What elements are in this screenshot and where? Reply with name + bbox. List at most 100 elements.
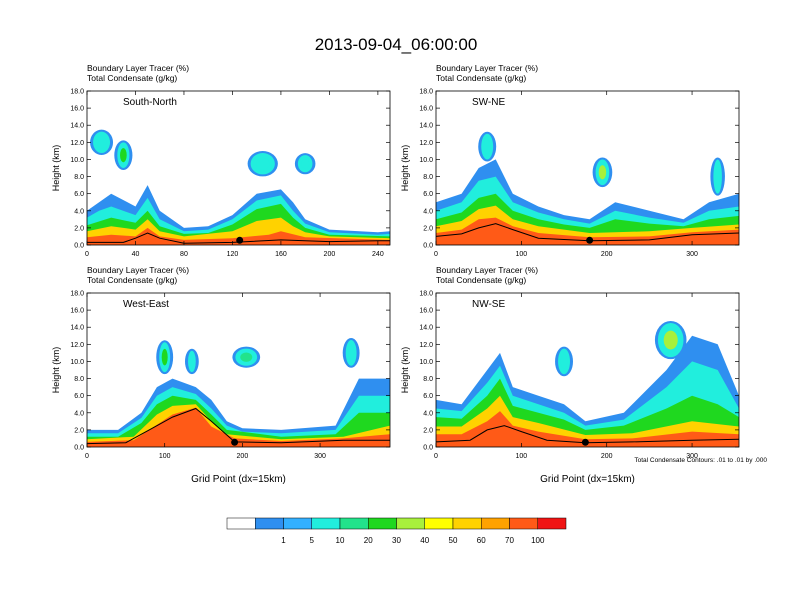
y-tick-label: 14.0 (70, 325, 84, 332)
y-tick-label: 4.0 (423, 410, 433, 417)
y-tick-label: 4.0 (423, 208, 433, 215)
x-tick-label: 100 (159, 453, 171, 460)
y-tick-label: 8.0 (423, 174, 433, 181)
y-tick-label: 10.0 (419, 157, 433, 164)
y-tick-label: 6.0 (423, 393, 433, 400)
colorbar-swatch (226, 517, 256, 530)
y-axis-title: Height (km) (51, 145, 61, 192)
cloud-core (715, 167, 721, 186)
colorbar-swatch (311, 517, 341, 530)
y-tick-label: 16.0 (419, 308, 433, 315)
figure-title: 2013-09-04_06:00:00 (315, 35, 478, 54)
cloud-core (348, 345, 355, 360)
panel-title-tracer: Boundary Layer Tracer (%) (87, 63, 189, 73)
x-tick-label: 300 (314, 453, 326, 460)
y-tick-label: 2.0 (423, 427, 433, 434)
cloud-core (189, 355, 195, 368)
y-tick-label: 16.0 (70, 106, 84, 113)
colorbar-swatch (537, 517, 567, 530)
y-tick-label: 18.0 (419, 89, 433, 96)
panel-west-east: Boundary Layer Tracer (%)Total Condensat… (51, 265, 391, 485)
colorbar-swatch (452, 517, 482, 530)
panel-label: SW-NE (472, 97, 505, 108)
colorbar: 1 5 10 20 30 40 50 60 70 100 (226, 517, 567, 545)
y-tick-label: 2.0 (423, 225, 433, 232)
y-tick-label: 8.0 (423, 376, 433, 383)
x-axis-title: Grid Point (dx=15km) (540, 474, 635, 485)
tracer-field (436, 91, 739, 245)
y-tick-label: 2.0 (74, 225, 84, 232)
colorbar-label: 10 (336, 536, 345, 545)
y-tick-label: 18.0 (70, 89, 84, 96)
y-tick-label: 0.0 (74, 243, 84, 250)
location-marker (231, 438, 239, 446)
panel-nw-se: Boundary Layer Tracer (%)Total Condensat… (400, 265, 740, 485)
x-tick-label: 0 (85, 251, 89, 258)
x-tick-label: 300 (686, 251, 698, 258)
terrain-line (87, 407, 390, 445)
x-tick-label: 0 (434, 453, 438, 460)
x-axis-title: Grid Point (dx=15km) (191, 474, 286, 485)
panel-title-tracer: Boundary Layer Tracer (%) (87, 265, 189, 275)
plot-frame (435, 90, 740, 246)
colorbar-swatch (339, 517, 369, 530)
panel-title-condensate: Total Condensate (g/kg) (436, 275, 526, 285)
x-tick-label: 80 (180, 251, 188, 258)
x-tick-label: 200 (601, 251, 613, 258)
y-tick-label: 14.0 (70, 123, 84, 130)
tracer-layer-100 (87, 407, 390, 447)
colorbar-swatch (368, 517, 397, 530)
y-tick-label: 0.0 (74, 445, 84, 452)
x-tick-label: 100 (516, 453, 528, 460)
plot-frame (86, 90, 391, 246)
tracer-layer-100 (436, 411, 739, 447)
cloud-core (560, 354, 568, 369)
colorbar-label: 5 (310, 536, 315, 545)
colorbar-swatch (481, 517, 510, 530)
plot-frame (86, 292, 391, 448)
y-tick-label: 18.0 (70, 291, 84, 298)
y-tick-label: 10.0 (70, 359, 84, 366)
x-tick-label: 0 (85, 453, 89, 460)
y-tick-label: 12.0 (419, 342, 433, 349)
y-tick-label: 4.0 (74, 410, 84, 417)
x-tick-label: 40 (132, 251, 140, 258)
colorbar-swatch (509, 517, 538, 530)
y-axis-title: Height (km) (400, 347, 410, 394)
colorbar-label: 100 (531, 536, 545, 545)
location-marker (236, 236, 244, 244)
tracer-field (87, 293, 390, 447)
cloud-core (663, 330, 678, 350)
y-tick-label: 12.0 (70, 342, 84, 349)
y-tick-label: 14.0 (419, 123, 433, 130)
y-tick-label: 8.0 (74, 174, 84, 181)
cloud-core (161, 348, 168, 366)
y-tick-label: 10.0 (419, 359, 433, 366)
x-tick-label: 240 (372, 251, 384, 258)
y-tick-label: 16.0 (419, 106, 433, 113)
colorbar-label: 50 (449, 536, 458, 545)
panel-title-condensate: Total Condensate (g/kg) (87, 275, 177, 285)
colorbar-label: 40 (420, 536, 429, 545)
cloud-core (301, 159, 310, 169)
panel-title-tracer: Boundary Layer Tracer (%) (436, 265, 538, 275)
y-tick-label: 6.0 (74, 191, 84, 198)
colorbar-label: 1 (281, 536, 286, 545)
cloud-core (598, 165, 607, 180)
x-tick-label: 160 (275, 251, 287, 258)
x-tick-label: 120 (227, 251, 239, 258)
panel-label: NW-SE (472, 299, 505, 310)
tracer-field (436, 293, 739, 447)
cloud-core (256, 157, 270, 170)
panel-title-condensate: Total Condensate (g/kg) (436, 73, 526, 83)
panel-label: West-East (123, 299, 169, 310)
colorbar-swatch (396, 517, 425, 530)
x-tick-label: 200 (237, 453, 249, 460)
x-tick-label: 0 (434, 251, 438, 258)
terrain-line (436, 425, 739, 444)
panels-group: Boundary Layer Tracer (%)Total Condensat… (51, 63, 740, 485)
colorbar-label: 60 (477, 536, 486, 545)
terrain-line (436, 223, 739, 242)
cloud-core (483, 139, 491, 154)
y-tick-label: 2.0 (74, 427, 84, 434)
